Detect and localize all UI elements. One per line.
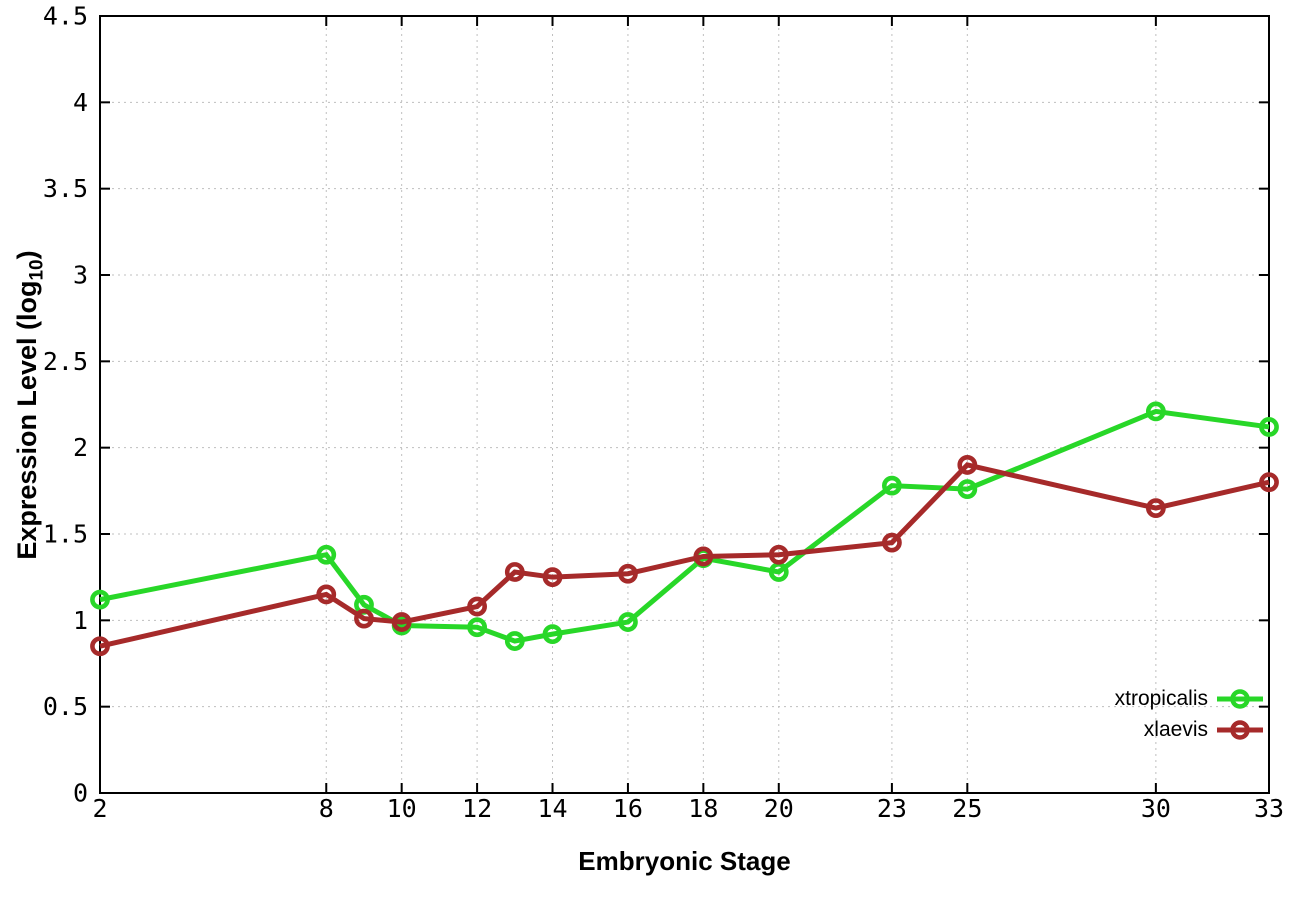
- x-tick-label: 14: [537, 794, 567, 823]
- y-axis-title-subscript: 10: [26, 259, 48, 281]
- x-tick-label: 20: [764, 794, 794, 823]
- legend-label-xtropicalis: xtropicalis: [1114, 686, 1208, 710]
- y-tick-label: 4.5: [43, 2, 88, 31]
- data-point-xlaevis: [1145, 498, 1166, 518]
- data-point-xlaevis: [882, 532, 902, 553]
- y-axis-title: Expression Level (log10): [10, 13, 48, 797]
- x-tick-label: 12: [462, 794, 492, 823]
- line-point-marker-icon: [1217, 719, 1263, 740]
- data-point-xlaevis: [618, 563, 638, 584]
- x-tick-label: 16: [613, 794, 643, 823]
- legend-item-xlaevis: xlaevis: [1115, 714, 1263, 745]
- data-point-xtropicalis: [467, 617, 487, 638]
- data-point-xtropicalis: [542, 624, 563, 645]
- x-tick-label: 30: [1141, 794, 1171, 823]
- data-point-xlaevis: [504, 562, 525, 582]
- y-tick-label: 3.5: [43, 174, 88, 203]
- y-tick-label: 2: [73, 433, 88, 462]
- x-tick-label: 18: [688, 794, 718, 823]
- x-tick-label: 2: [92, 794, 107, 823]
- y-axis-title-close-paren: ): [12, 250, 42, 260]
- data-point-xtropicalis: [1145, 401, 1166, 422]
- y-tick-label: 1: [73, 606, 88, 635]
- x-tick-label: 33: [1254, 794, 1284, 823]
- data-point-xlaevis: [693, 546, 714, 567]
- data-point-xtropicalis: [316, 544, 337, 565]
- y-tick-label: 2.5: [43, 347, 88, 376]
- data-point-xlaevis: [467, 596, 487, 617]
- y-tick-label: 4: [73, 88, 88, 117]
- x-tick-label: 23: [877, 794, 907, 823]
- y-tick-label: 0.5: [43, 692, 88, 721]
- series-line-xlaevis: [99, 462, 1270, 649]
- x-tick-label: 25: [952, 794, 982, 823]
- data-point-xlaevis: [768, 544, 789, 565]
- data-point-xtropicalis: [90, 589, 110, 610]
- x-tick-label: 8: [319, 794, 334, 823]
- data-point-xlaevis: [1259, 472, 1279, 493]
- legend-label-xlaevis: xlaevis: [1143, 717, 1208, 741]
- line-point-marker-icon: [1217, 688, 1263, 709]
- y-tick-label: 0: [73, 779, 88, 808]
- legend: xtropicalis xlaevis: [1115, 683, 1263, 745]
- x-tick-label: 10: [387, 794, 417, 823]
- y-tick-label: 3: [73, 261, 88, 290]
- data-point-xtropicalis: [882, 475, 902, 496]
- data-point-xtropicalis: [1259, 417, 1279, 437]
- legend-item-xtropicalis: xtropicalis: [1115, 683, 1263, 714]
- data-point-xlaevis: [316, 584, 337, 605]
- data-point-xlaevis: [542, 567, 563, 588]
- data-point-xlaevis: [957, 455, 978, 475]
- data-point-xtropicalis: [957, 479, 978, 500]
- data-point-xlaevis: [354, 608, 374, 629]
- data-point-xtropicalis: [618, 612, 638, 632]
- data-point-xlaevis: [391, 612, 412, 632]
- y-axis-title-text: Expression Level (log: [12, 280, 42, 560]
- data-point-xlaevis: [90, 636, 110, 657]
- y-tick-label: 1.5: [43, 520, 88, 549]
- data-point-xtropicalis: [504, 631, 525, 651]
- x-axis-title: Embryonic Stage: [578, 846, 791, 876]
